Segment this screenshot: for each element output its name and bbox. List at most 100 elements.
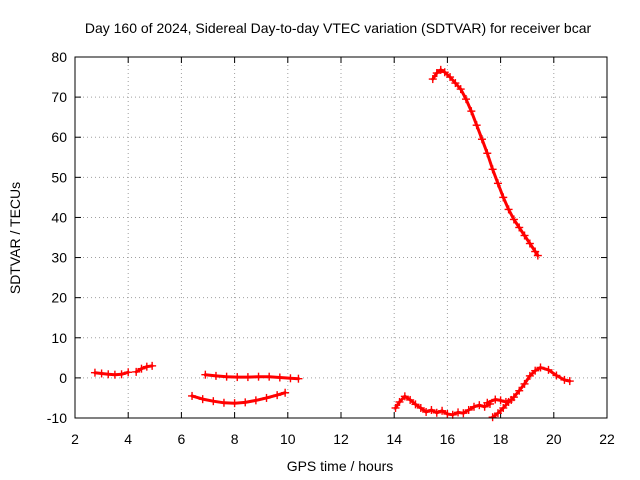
- data-point: [504, 205, 513, 214]
- data-point: [531, 366, 540, 375]
- chart-title: Day 160 of 2024, Sidereal Day-to-day VTE…: [85, 20, 592, 36]
- data-point: [132, 367, 141, 376]
- series-arc-3: [188, 388, 290, 408]
- data-point: [475, 401, 484, 410]
- data-point: [451, 79, 460, 88]
- x-tick-label: 8: [231, 431, 239, 447]
- x-tick-label: 22: [599, 431, 615, 447]
- x-tick-label: 20: [546, 431, 562, 447]
- data-point: [286, 374, 295, 383]
- data-point: [294, 374, 303, 383]
- y-tick-label: 70: [51, 89, 67, 105]
- data-point: [499, 403, 508, 412]
- data-point: [467, 107, 476, 116]
- data-point: [97, 369, 106, 378]
- series-line: [190, 391, 287, 405]
- series-line: [431, 68, 540, 257]
- data-point: [124, 368, 133, 377]
- data-point: [480, 402, 489, 411]
- data-point: [462, 95, 471, 104]
- data-point: [90, 368, 99, 377]
- series-arc-8: [428, 65, 542, 260]
- data-point: [440, 68, 449, 77]
- data-point: [209, 397, 218, 406]
- data-point: [501, 397, 510, 406]
- data-point: [443, 409, 452, 418]
- series-layer: [90, 65, 574, 422]
- data-point: [438, 406, 447, 415]
- data-point: [515, 386, 524, 395]
- y-tick-label: 20: [51, 290, 67, 306]
- data-point: [472, 121, 481, 130]
- data-point: [565, 377, 574, 386]
- data-point: [552, 371, 561, 380]
- data-point: [241, 398, 250, 407]
- series-line: [203, 373, 300, 381]
- data-point: [499, 193, 508, 202]
- series-arc-6: [488, 363, 574, 422]
- data-point: [491, 395, 500, 404]
- y-tick-label: 80: [51, 49, 67, 65]
- data-point: [198, 395, 207, 404]
- grid-layer: [75, 57, 607, 418]
- data-point: [483, 398, 492, 407]
- data-point: [400, 392, 409, 401]
- data-point: [211, 371, 220, 380]
- data-point: [536, 363, 545, 372]
- series-arc-5: [391, 392, 494, 419]
- data-point: [515, 223, 524, 232]
- data-point: [448, 410, 457, 419]
- data-point: [411, 400, 420, 409]
- series-line: [491, 366, 572, 419]
- x-tick-label: 2: [71, 431, 79, 447]
- x-tick-label: 12: [333, 431, 349, 447]
- y-tick-label: 60: [51, 129, 67, 145]
- data-point: [222, 372, 231, 381]
- data-point: [416, 403, 425, 412]
- data-point: [281, 388, 290, 397]
- y-tick-label: 50: [51, 169, 67, 185]
- data-point: [142, 362, 151, 371]
- data-point: [470, 402, 478, 411]
- data-point: [265, 372, 274, 381]
- data-point: [459, 409, 468, 418]
- x-tick-label: 10: [280, 431, 296, 447]
- data-point: [454, 408, 463, 417]
- data-point: [117, 370, 126, 379]
- data-point: [148, 361, 157, 370]
- x-tick-label: 6: [178, 431, 186, 447]
- x-tick-label: 4: [124, 431, 132, 447]
- y-tick-label: 10: [51, 330, 67, 346]
- data-point: [488, 413, 497, 422]
- data-point: [395, 397, 404, 406]
- data-point: [427, 405, 436, 414]
- data-point: [531, 247, 540, 256]
- data-point: [507, 395, 516, 404]
- x-tick-label: 18: [493, 431, 509, 447]
- data-point: [560, 375, 569, 384]
- data-point: [456, 85, 465, 94]
- data-point: [477, 135, 486, 144]
- data-point: [406, 395, 415, 404]
- data-point: [188, 391, 197, 400]
- plot-frame: [74, 56, 608, 419]
- data-point: [428, 75, 437, 84]
- data-point: [262, 393, 271, 402]
- data-point: [243, 373, 252, 382]
- data-point: [525, 239, 534, 248]
- data-point: [251, 396, 260, 405]
- series-arc-2: [132, 361, 157, 376]
- y-axis-label: SDTVAR / TECUs: [7, 182, 23, 294]
- y-tick-label: 0: [59, 370, 67, 386]
- series-arc-1: [90, 368, 133, 379]
- data-point: [254, 372, 263, 381]
- data-point: [446, 73, 455, 82]
- data-point: [483, 149, 492, 158]
- data-point: [509, 215, 518, 224]
- data-point: [496, 396, 505, 405]
- y-tick-label: 40: [51, 209, 67, 225]
- data-point: [432, 408, 441, 417]
- data-point: [230, 399, 239, 408]
- data-point: [488, 165, 497, 174]
